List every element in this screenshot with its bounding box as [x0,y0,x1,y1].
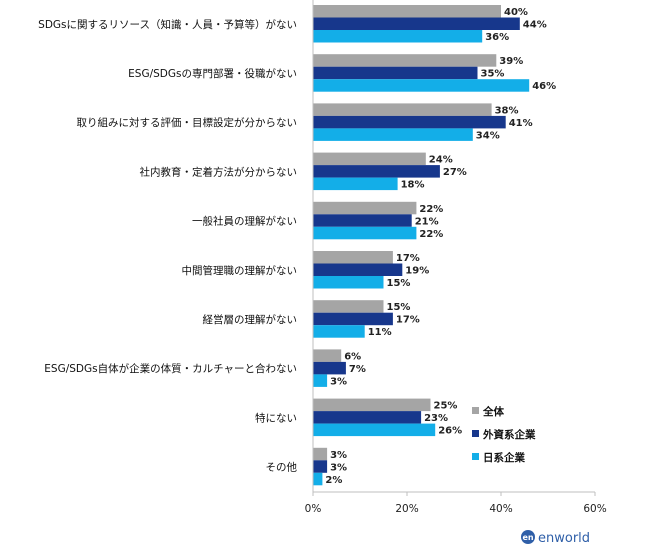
category-label-8: 特にない [255,412,297,424]
value-label-8-0: 25% [434,401,458,412]
value-label-1-1: 35% [481,69,505,80]
bar-1-2 [313,79,530,92]
x-tick-label-3: 60% [583,503,606,515]
value-label-1-2: 46% [532,81,556,92]
value-label-0-2: 36% [485,32,509,43]
legend-label-2: 日系企業 [483,451,525,464]
x-axis: 0% 20% 40% 60% [305,0,607,515]
bar-9-2 [313,472,323,486]
bar-5-2 [313,276,384,289]
bar-2-0 [313,103,492,116]
value-label-7-0: 6% [344,351,361,362]
bar-3-2 [313,177,398,191]
bar-1-0 [313,54,497,67]
value-labels-group: 40%44%36%39%35%46%38%41%34%24%27%18%22%2… [325,7,556,486]
bar-3-0 [313,152,426,166]
bar-8-0 [313,398,431,412]
value-label-6-1: 17% [396,315,420,326]
value-label-9-1: 3% [330,462,347,473]
category-label-5: 中間管理職の理解がない [182,264,298,277]
value-label-2-0: 38% [495,105,519,116]
x-tick-label-1: 20% [395,503,418,515]
value-label-5-0: 17% [396,253,420,264]
value-label-0-0: 40% [504,7,528,18]
value-label-7-1: 7% [349,364,366,375]
value-label-3-2: 18% [401,180,425,191]
value-label-1-0: 39% [499,56,523,67]
bar-4-1 [313,214,412,227]
value-label-6-2: 11% [368,327,392,338]
value-label-4-0: 22% [419,204,443,215]
bar-8-1 [313,411,422,424]
value-label-4-1: 21% [415,216,439,227]
bar-0-0 [313,5,501,18]
value-label-9-2: 2% [325,475,342,486]
category-label-6: 経営層の理解がない [203,313,298,326]
category-label-1: ESG/SDGsの専門部署・役職がない [128,67,297,80]
legend-swatch-2 [472,453,479,460]
value-label-7-2: 3% [330,376,347,387]
value-label-2-1: 41% [509,118,533,129]
category-label-9: その他 [266,461,298,474]
category-label-7: ESG/SDGs自体が企業の体質・カルチャーと合わない [44,362,297,375]
value-label-5-1: 19% [405,266,429,277]
bar-6-2 [313,325,365,338]
enworld-logo-text: enworld [538,531,590,546]
category-label-3: 社内教育・定着方法が分からない [140,165,298,178]
bar-0-2 [313,30,483,43]
bar-4-2 [313,226,417,240]
legend-swatch-0 [472,407,479,414]
bar-2-1 [313,115,506,129]
category-label-0: SDGsに関するリソース（知識・人員・予算等）がない [38,18,297,31]
bar-1-1 [313,66,478,80]
bar-5-0 [313,251,393,264]
bar-5-1 [313,263,403,276]
bar-7-0 [313,349,342,362]
value-label-3-0: 24% [429,155,453,166]
bar-4-0 [313,201,417,215]
bar-2-2 [313,128,473,141]
value-label-8-1: 23% [424,413,448,424]
bar-9-1 [313,460,328,473]
bar-3-1 [313,165,440,178]
bar-7-1 [313,361,346,375]
legend-swatch-1 [472,430,479,437]
enworld-logo: en enworld [521,530,590,546]
enworld-logo-mark: en [522,533,533,542]
value-label-8-2: 26% [438,426,462,437]
bar-9-0 [313,447,328,461]
bar-7-2 [313,374,328,387]
value-label-2-2: 34% [476,130,500,141]
bar-0-1 [313,17,520,30]
category-label-2: 取り組みに対する評価・目標設定が分からない [77,116,298,129]
category-labels-group: SDGsに関するリソース（知識・人員・予算等）がない ESG/SDGsの専門部署・… [38,18,297,474]
bar-8-2 [313,423,436,437]
value-label-9-0: 3% [330,450,347,461]
bar-6-1 [313,312,393,326]
legend-label-1: 外資系企業 [482,428,536,441]
x-tick-label-2: 40% [489,503,512,515]
legend-label-0: 全体 [482,405,504,418]
value-label-3-1: 27% [443,167,467,178]
value-label-6-0: 15% [387,302,411,313]
bar-6-0 [313,300,384,313]
value-label-4-2: 22% [419,229,443,240]
x-tick-label-0: 0% [305,503,322,515]
value-label-5-2: 15% [387,278,411,289]
category-label-4: 一般社員の理解がない [192,215,297,228]
bars-group [313,5,530,486]
value-label-0-1: 44% [523,20,547,31]
enworld-logo-icon [521,530,535,544]
